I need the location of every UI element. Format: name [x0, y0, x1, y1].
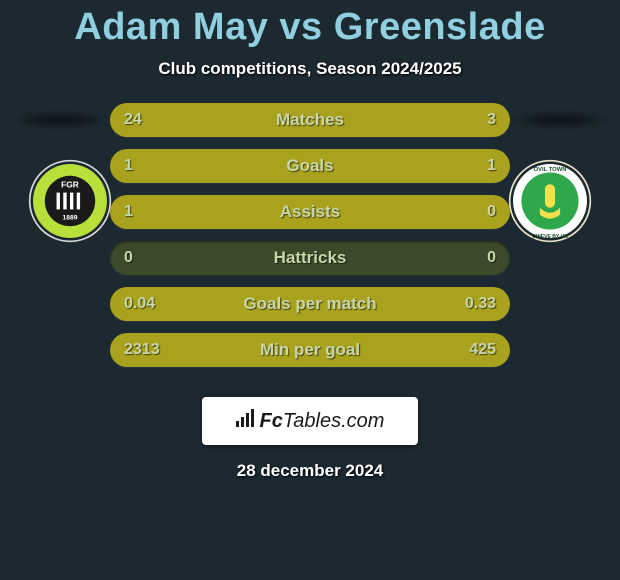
stat-label: Goals [110, 149, 510, 183]
stat-label: Goals per match [110, 287, 510, 321]
svg-text:OVIL TOWN: OVIL TOWN [534, 167, 567, 173]
comparison-panel: FGR 1889 OVIL TOWN CHIEVE BY UN 243Match… [0, 103, 620, 383]
player-shadow-right [505, 109, 615, 131]
brand-text: FcTables.com [260, 410, 385, 433]
stat-row: 10Assists [110, 195, 510, 229]
brand-bars-icon [236, 409, 254, 427]
stat-row: 2313425Min per goal [110, 333, 510, 367]
team-badge-right: OVIL TOWN CHIEVE BY UN [508, 159, 592, 243]
page-title: Adam May vs Greenslade [0, 0, 620, 49]
stat-row: 11Goals [110, 149, 510, 183]
svg-text:1889: 1889 [63, 214, 78, 221]
team-badge-left: FGR 1889 [28, 159, 112, 243]
stat-row: 0.040.33Goals per match [110, 287, 510, 321]
stats-list: 243Matches 11Goals 10Assists 00Hattricks 0.0… [110, 103, 510, 379]
date-label: 28 december 2024 [0, 461, 620, 481]
stat-label: Min per goal [110, 333, 510, 367]
svg-text:FGR: FGR [61, 180, 79, 190]
subtitle: Club competitions, Season 2024/2025 [0, 59, 620, 79]
svg-text:CHIEVE BY UN: CHIEVE BY UN [532, 234, 568, 240]
stat-label: Matches [110, 103, 510, 137]
brand-badge: FcTables.com [202, 397, 418, 445]
player-shadow-left [5, 109, 115, 131]
stat-row: 00Hattricks [110, 241, 510, 275]
stat-row: 243Matches [110, 103, 510, 137]
stat-label: Hattricks [110, 241, 510, 275]
stat-label: Assists [110, 195, 510, 229]
